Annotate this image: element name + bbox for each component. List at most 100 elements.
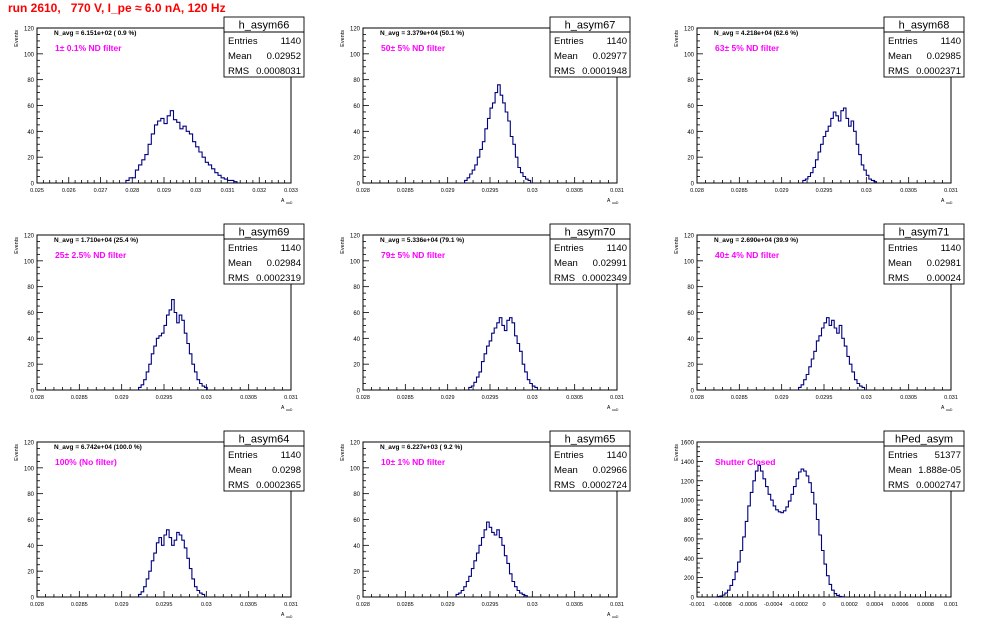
x-tick-label: 0.0285 xyxy=(731,188,748,194)
y-tick-label: 20 xyxy=(27,156,34,162)
stats-rms-label: RMS xyxy=(228,66,249,77)
stats-mean-value: 1.888e-05 xyxy=(918,465,961,476)
stats-rms-label: RMS xyxy=(228,273,249,284)
stats-mean-value: 0.02981 xyxy=(927,258,961,269)
stats-rms-value: 0.0002371 xyxy=(916,66,961,77)
stats-box-frame xyxy=(223,16,305,78)
x-tick-label: 0.03 xyxy=(527,188,538,194)
y-tick-label: 1600 xyxy=(681,441,695,447)
x-tick-label: 0.031 xyxy=(610,188,624,194)
y-tick-label: 80 xyxy=(27,285,34,291)
stats-rms-value: 0.00024 xyxy=(927,273,961,284)
y-axis-label: Events xyxy=(14,444,20,461)
x-axis-label-subscript: uuD xyxy=(612,201,619,205)
stats-box: h_asym70 Entries 1140 Mean 0.02991 RMS 0.00023… xyxy=(549,223,631,285)
y-tick-label: 60 xyxy=(27,518,34,524)
stats-histogram-name: h_asym64 xyxy=(239,434,290,446)
y-tick-label: 20 xyxy=(687,363,694,369)
x-tick-label: -0.0008 xyxy=(713,602,732,608)
y-tick-label: 0 xyxy=(31,596,35,602)
x-tick-label: 0.0295 xyxy=(482,395,499,401)
x-tick-label: 0.0295 xyxy=(156,395,173,401)
stats-entries-value: 1140 xyxy=(607,36,627,47)
stats-rms-label: RMS xyxy=(554,480,575,491)
y-tick-label: 100 xyxy=(684,52,695,58)
y-axis-label: Events xyxy=(14,30,20,47)
y-tick-label: 1200 xyxy=(681,479,695,485)
x-tick-label: 0.0285 xyxy=(731,395,748,401)
stats-rms-value: 0.0002349 xyxy=(582,273,627,284)
y-axis-label: Events xyxy=(14,237,20,254)
y-tick-label: 120 xyxy=(684,234,695,240)
y-tick-label: 120 xyxy=(350,234,361,240)
y-tick-label: 60 xyxy=(27,311,34,317)
filter-annotation: 25± 2.5% ND filter xyxy=(55,250,127,260)
navg-title: N_avg = 6.227e+03 ( 9.2 %) xyxy=(380,444,462,451)
stats-mean-label: Mean xyxy=(888,465,912,476)
stats-entries-label: Entries xyxy=(554,243,584,254)
x-tick-label: 0.031 xyxy=(944,395,958,401)
stats-mean-label: Mean xyxy=(228,258,252,269)
stats-histogram-name: h_asym66 xyxy=(239,20,290,32)
stats-rms-label: RMS xyxy=(888,480,909,491)
x-tick-label: 0.0305 xyxy=(566,395,583,401)
x-axis-label-subscript: uuD xyxy=(946,201,953,205)
stats-mean-value: 0.02991 xyxy=(593,258,627,269)
stats-entries-label: Entries xyxy=(554,450,584,461)
x-tick-label: 0.029 xyxy=(115,602,129,608)
x-tick-label: -0.001 xyxy=(689,602,705,608)
stats-box-frame xyxy=(223,223,305,285)
x-tick-label: 0.0002 xyxy=(841,602,858,608)
y-tick-label: 0 xyxy=(357,596,361,602)
stats-rms-value: 0.0008031 xyxy=(256,66,301,77)
stats-mean-value: 0.02977 xyxy=(593,51,627,62)
x-tick-label: 0.0295 xyxy=(816,395,833,401)
x-tick-label: 0.0295 xyxy=(482,602,499,608)
stats-entries-label: Entries xyxy=(554,36,584,47)
y-axis-label: Events xyxy=(340,237,346,254)
stats-box-frame xyxy=(223,430,305,492)
stats-rms-label: RMS xyxy=(888,66,909,77)
panel-h_asym67: 0 20 40 60 80 100 120 0.028 0.0285 0.029 0.0295 0.0… xyxy=(340,16,631,205)
y-axis-label: Events xyxy=(340,444,346,461)
y-tick-label: 400 xyxy=(684,557,695,563)
filter-annotation: 63± 5% ND filter xyxy=(715,43,780,53)
y-tick-label: 40 xyxy=(27,130,34,136)
x-axis-label-subscript: uuD xyxy=(946,408,953,412)
x-tick-label: 0.031 xyxy=(610,395,624,401)
stats-histogram-name: hPed_asym xyxy=(895,434,953,446)
x-tick-label: 0.0285 xyxy=(397,395,414,401)
y-tick-label: 40 xyxy=(27,544,34,550)
y-tick-label: 40 xyxy=(27,337,34,343)
y-tick-label: 0 xyxy=(691,182,695,188)
y-tick-label: 0 xyxy=(31,389,35,395)
x-tick-label: 0.029 xyxy=(115,395,129,401)
y-tick-label: 100 xyxy=(684,259,695,265)
stats-box: h_asym69 Entries 1140 Mean 0.02984 RMS 0.00023… xyxy=(223,223,305,285)
stats-entries-label: Entries xyxy=(228,450,258,461)
stats-mean-label: Mean xyxy=(228,465,252,476)
x-tick-label: 0.03 xyxy=(527,395,538,401)
stats-rms-label: RMS xyxy=(554,66,575,77)
stats-rms-value: 0.0002747 xyxy=(916,480,961,491)
y-tick-label: 20 xyxy=(353,570,360,576)
histogram-series xyxy=(125,110,238,183)
stats-entries-value: 1140 xyxy=(281,36,301,47)
y-tick-label: 20 xyxy=(353,156,360,162)
x-tick-label: 0.028 xyxy=(356,602,370,608)
x-tick-label: 0.028 xyxy=(690,188,704,194)
x-tick-label: 0.028 xyxy=(125,188,139,194)
x-tick-label: 0.031 xyxy=(610,602,624,608)
x-axis-label: A xyxy=(281,405,285,411)
y-tick-label: 20 xyxy=(27,570,34,576)
y-tick-label: 60 xyxy=(687,104,694,110)
x-tick-label: 0.0285 xyxy=(71,395,88,401)
stats-mean-label: Mean xyxy=(228,51,252,62)
y-tick-label: 100 xyxy=(24,259,35,265)
x-tick-label: 0.029 xyxy=(775,395,789,401)
stats-mean-label: Mean xyxy=(554,465,578,476)
stats-entries-value: 51377 xyxy=(935,450,961,461)
y-tick-label: 40 xyxy=(353,130,360,136)
x-tick-label: 0.028 xyxy=(690,395,704,401)
panel-h_asym68: 0 20 40 60 80 100 120 0.028 0.0285 0.029 0.0295 0.0… xyxy=(674,16,965,205)
